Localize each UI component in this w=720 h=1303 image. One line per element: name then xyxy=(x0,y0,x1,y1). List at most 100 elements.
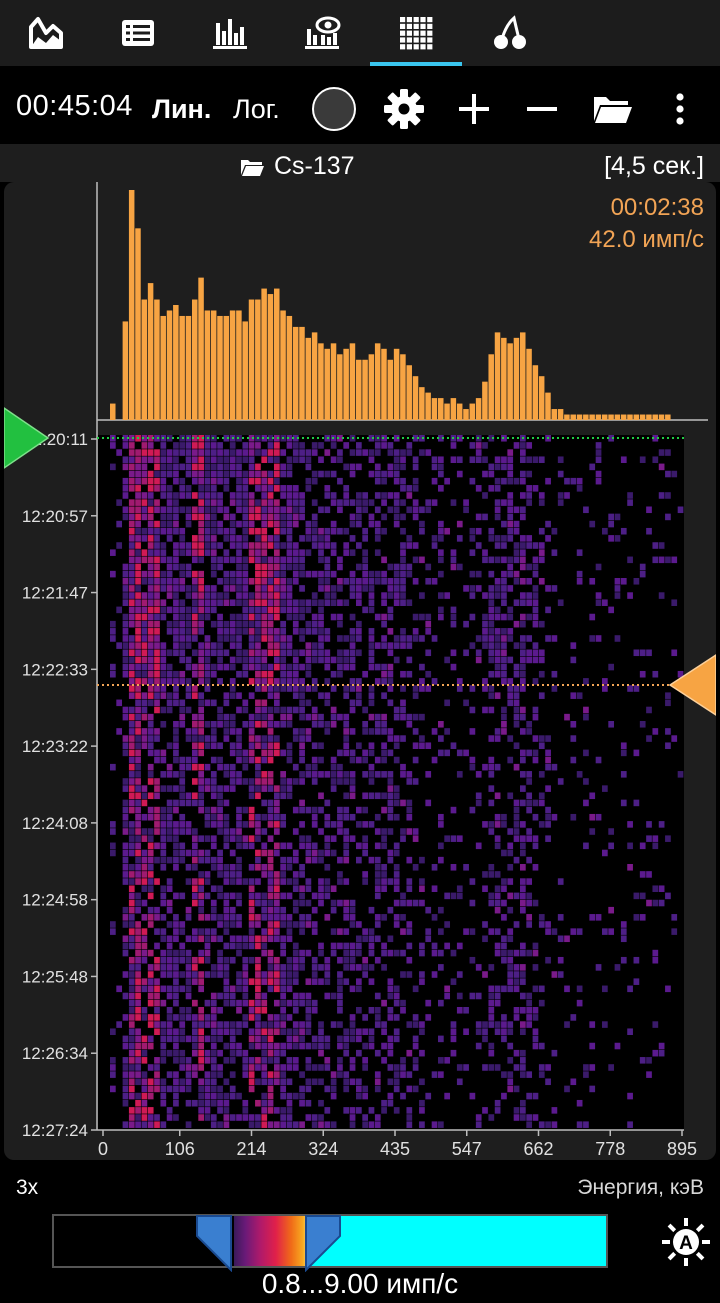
heatmap-cell xyxy=(513,721,520,728)
heatmap-cell xyxy=(236,985,242,993)
tab-spectrum[interactable] xyxy=(184,0,276,66)
heatmap-cell xyxy=(204,949,211,957)
heatmap-cell xyxy=(393,477,400,485)
color-scale-min-handle[interactable] xyxy=(195,1214,233,1272)
heatmap-cell xyxy=(280,792,287,800)
heatmap-cell xyxy=(520,749,526,757)
heatmap-cell xyxy=(627,864,633,871)
more-menu-button[interactable] xyxy=(656,85,704,133)
record-button[interactable] xyxy=(312,87,356,131)
heatmap-cell xyxy=(236,456,242,463)
heatmap-cell xyxy=(198,570,205,578)
heatmap-cell xyxy=(463,506,469,514)
heatmap-cell xyxy=(330,570,337,578)
heatmap-cell xyxy=(160,1099,167,1107)
settings-button[interactable] xyxy=(380,85,428,133)
heatmap-cell xyxy=(658,463,665,471)
spectrum-file[interactable]: Cs-137 xyxy=(240,152,355,181)
color-scale-bar[interactable] xyxy=(52,1214,608,1272)
tab-spectrogram[interactable] xyxy=(370,0,462,66)
zoom-out-button[interactable] xyxy=(518,85,566,133)
heatmap-cell xyxy=(494,642,501,649)
tab-search[interactable] xyxy=(276,0,368,66)
linear-scale-button[interactable]: Лин. xyxy=(152,94,212,124)
heatmap-cell xyxy=(393,1028,400,1035)
heatmap-cell xyxy=(255,535,261,542)
heatmap-cell xyxy=(223,721,230,728)
heatmap-cell xyxy=(198,506,205,514)
heatmap-cell xyxy=(236,756,242,764)
heatmap-cell xyxy=(330,527,337,535)
heatmap-cell xyxy=(337,449,343,456)
heatmap-cell xyxy=(337,613,343,621)
heatmap-cell xyxy=(280,706,287,714)
heatmap-cell xyxy=(141,1107,148,1114)
heatmap-cell xyxy=(362,849,369,857)
heatmap-cell xyxy=(299,842,305,850)
heatmap-cell xyxy=(362,1014,369,1021)
heatmap-cell xyxy=(412,435,419,442)
heatmap-cell xyxy=(286,792,293,800)
log-scale-button[interactable]: Лог. xyxy=(233,94,280,124)
heatmap-cell xyxy=(520,992,526,1000)
cursor-marker-handle[interactable] xyxy=(668,654,716,716)
heatmap-cell xyxy=(286,513,293,521)
heatmap-cell xyxy=(122,735,129,742)
spectrogram-plot[interactable]: 12:20:11 12:20:57 12:21:47 12:22:33 12:23:22… xyxy=(4,182,716,1160)
heatmap-cell xyxy=(412,899,419,907)
heatmap-cell xyxy=(210,1057,217,1064)
heatmap-cell xyxy=(229,542,236,549)
start-marker-handle[interactable] xyxy=(4,407,50,469)
heatmap-cell xyxy=(267,520,274,528)
heatmap-cell xyxy=(286,556,293,564)
heatmap-cell xyxy=(292,685,299,692)
heatmap-cell xyxy=(520,642,526,649)
heatmap-cell xyxy=(267,721,274,728)
tab-isotopes[interactable] xyxy=(464,0,556,66)
heatmap-cell xyxy=(646,1057,652,1064)
heatmap-cell xyxy=(248,1035,255,1043)
heatmap-cell xyxy=(381,620,387,628)
tab-log[interactable] xyxy=(92,0,184,66)
heatmap-cell xyxy=(374,828,381,835)
heatmap-cell xyxy=(337,563,343,571)
heatmap-cell xyxy=(356,499,362,506)
heatmap-cell xyxy=(570,692,577,699)
auto-brightness-icon[interactable]: A xyxy=(660,1216,712,1268)
x-tick-label: 214 xyxy=(236,1139,266,1159)
heatmap-cell xyxy=(374,570,381,578)
heatmap-cell xyxy=(318,721,324,728)
heatmap-cell xyxy=(242,935,249,943)
heatmap-cell xyxy=(299,892,305,900)
heatmap-cell xyxy=(406,878,413,885)
spectrogram-chart[interactable]: 12:20:1112:20:5712:21:4712:22:3312:23:22… xyxy=(4,182,716,1160)
heatmap-cell xyxy=(343,649,350,657)
heatmap-cell xyxy=(431,949,438,957)
heatmap-cell xyxy=(292,978,299,985)
heatmap-cell xyxy=(318,1049,324,1057)
zoom-in-button[interactable] xyxy=(450,85,498,133)
spectrum-bar xyxy=(122,321,129,420)
color-scale-max-handle[interactable] xyxy=(304,1214,342,1272)
heatmap-cell xyxy=(639,842,646,850)
heatmap-cell xyxy=(128,928,135,935)
heatmap-cell xyxy=(173,670,179,678)
heatmap-cell xyxy=(192,570,198,578)
heatmap-cell xyxy=(173,592,179,599)
heatmap-cell xyxy=(248,885,255,892)
heatmap-cell xyxy=(438,435,444,442)
heatmap-cell xyxy=(412,513,419,521)
heatmap-cell xyxy=(400,971,406,978)
heatmap-cell xyxy=(469,549,476,556)
heatmap-cell xyxy=(393,871,400,878)
heatmap-cell xyxy=(614,578,621,585)
tab-dosimeter[interactable] xyxy=(0,0,92,66)
open-folder-button[interactable] xyxy=(588,85,636,133)
heatmap-cell xyxy=(217,563,223,571)
heatmap-cell xyxy=(192,1049,198,1057)
heatmap-cell xyxy=(299,635,305,642)
heatmap-cell xyxy=(419,685,425,692)
heatmap-cell xyxy=(311,1121,318,1128)
heatmap-cell xyxy=(482,492,488,499)
heatmap-cell xyxy=(198,663,205,671)
